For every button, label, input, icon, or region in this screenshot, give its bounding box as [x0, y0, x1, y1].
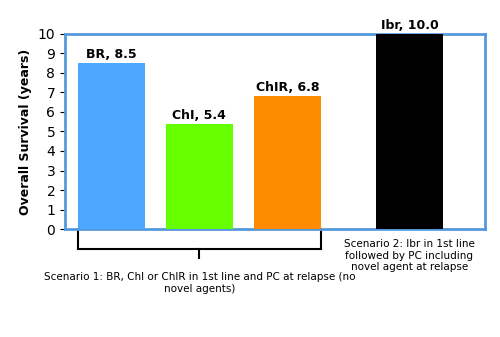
Bar: [254, 96, 321, 229]
Text: ChIR, 6.8: ChIR, 6.8: [256, 81, 320, 94]
Text: Scenario 1: BR, ChI or ChIR in 1st line and PC at relapse (no
novel agents): Scenario 1: BR, ChI or ChIR in 1st line …: [44, 272, 355, 294]
Text: Scenario 2: Ibr in 1st line
followed by PC including
novel agent at relapse: Scenario 2: Ibr in 1st line followed by …: [344, 239, 475, 272]
Bar: [376, 34, 443, 229]
Bar: [166, 124, 233, 229]
Y-axis label: Overall Survival (years): Overall Survival (years): [19, 48, 32, 215]
Text: Ibr, 10.0: Ibr, 10.0: [380, 19, 438, 32]
Bar: [254, 96, 321, 229]
Text: ChI, 5.4: ChI, 5.4: [172, 109, 227, 122]
Bar: [78, 63, 145, 229]
Text: BR, 8.5: BR, 8.5: [86, 48, 136, 61]
Bar: [166, 124, 233, 229]
Bar: [78, 63, 145, 229]
